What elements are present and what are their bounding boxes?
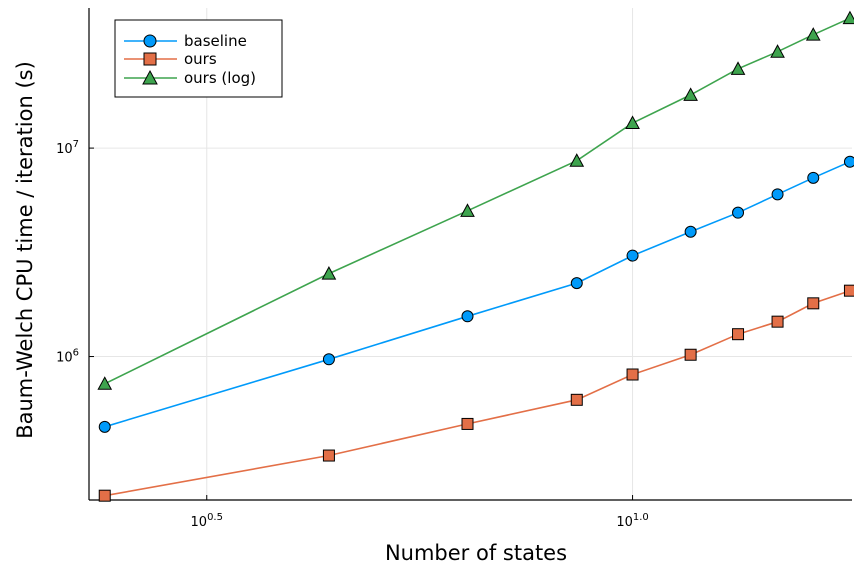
x-axis-label: Number of states	[385, 541, 567, 565]
legend-label-ours: ours	[184, 50, 217, 68]
data-point-baseline	[771, 188, 784, 201]
x-tick-base: 10	[616, 515, 633, 530]
series-line-ours-log	[104, 17, 851, 385]
y-tick-base: 10	[56, 351, 73, 366]
legend-marker-ours-log	[142, 69, 158, 85]
data-point-baseline	[98, 420, 111, 433]
data-point-baseline	[570, 277, 583, 290]
series-line-ours	[104, 289, 851, 497]
x-tick-base: 10	[191, 515, 208, 530]
data-point-ours-log	[770, 44, 785, 58]
data-point-ours-log	[730, 61, 746, 75]
data-point-baseline	[807, 171, 820, 184]
data-point-baseline	[322, 353, 335, 366]
series-ours	[98, 284, 854, 502]
y-tick-label: 107	[56, 139, 79, 157]
x-tick-label: 100.5	[191, 512, 223, 530]
series-ours-log	[97, 10, 854, 390]
data-point-ours	[807, 297, 820, 310]
legend-marker-ours	[143, 52, 157, 66]
data-point-baseline	[626, 249, 639, 262]
y-tick-exponent: 7	[73, 139, 79, 150]
series-line-baseline	[104, 160, 851, 428]
data-point-baseline	[843, 155, 854, 168]
data-point-ours-log	[805, 27, 821, 41]
x-tick-exponent: 0.5	[207, 512, 223, 523]
legend-label-baseline: baseline	[184, 32, 247, 50]
data-point-ours	[570, 393, 583, 406]
y-axis-label: Baum-Welch CPU time / iteration (s)	[13, 61, 37, 439]
data-point-ours-log	[97, 376, 113, 390]
legend: baseline ours ours (log)	[114, 19, 283, 98]
x-tick-label: 101.0	[616, 512, 648, 530]
data-point-ours	[322, 449, 335, 462]
data-point-ours	[98, 489, 111, 502]
data-point-ours	[684, 348, 697, 361]
data-point-baseline	[461, 310, 474, 323]
data-point-ours	[461, 417, 474, 430]
legend-label-ours-log: ours (log)	[184, 69, 256, 87]
legend-marker-baseline	[143, 34, 157, 48]
data-point-ours-log	[683, 87, 698, 101]
x-tick-exponent: 1.0	[633, 512, 649, 523]
data-point-ours-log	[321, 266, 337, 280]
data-point-ours-log	[625, 115, 640, 129]
data-point-ours	[626, 368, 639, 381]
data-point-ours-log	[842, 10, 854, 25]
series	[97, 10, 854, 502]
y-tick-label: 106	[56, 348, 79, 366]
y-tick-base: 10	[56, 142, 73, 157]
axes	[88, 8, 852, 501]
data-point-baseline	[684, 225, 697, 238]
data-point-baseline	[732, 206, 745, 219]
data-point-ours	[843, 284, 854, 297]
y-tick-exponent: 6	[73, 348, 79, 359]
data-point-ours-log	[460, 203, 475, 217]
grid	[89, 8, 852, 500]
series-baseline	[98, 155, 854, 433]
data-point-ours	[732, 328, 745, 341]
data-point-ours-log	[569, 153, 585, 167]
data-point-ours	[771, 315, 784, 328]
